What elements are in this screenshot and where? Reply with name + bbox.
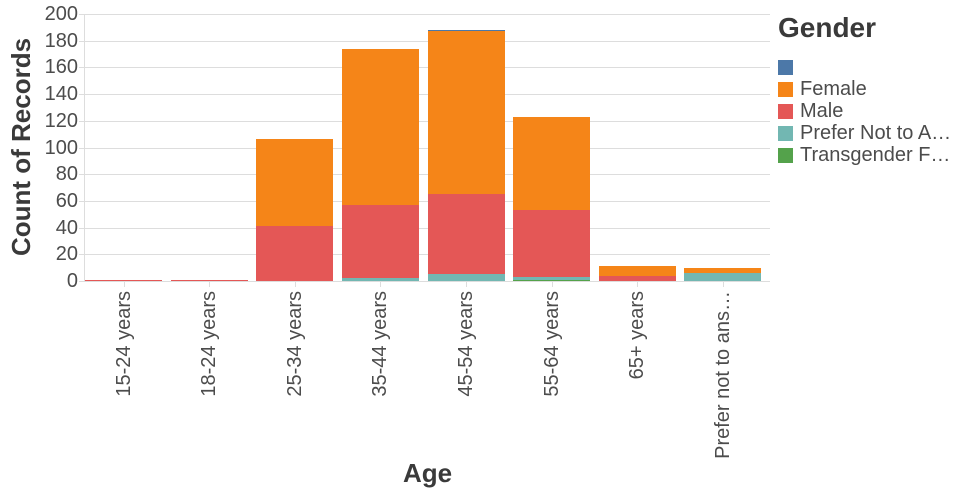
x-axis-tick xyxy=(551,281,553,287)
y-axis-tick xyxy=(79,200,85,202)
y-axis-tick xyxy=(79,67,85,69)
legend-swatch xyxy=(778,147,793,163)
y-axis-tick-label: 120 xyxy=(44,109,78,132)
x-axis-tick-label: 65+ years xyxy=(626,291,649,380)
x-axis-tick-label: Prefer not to ans… xyxy=(711,291,734,459)
x-axis-tick-label: 15-24 years xyxy=(112,291,135,397)
y-axis-tick-label: 180 xyxy=(44,29,78,52)
x-axis-tick xyxy=(637,281,639,287)
bar-segment xyxy=(341,204,419,279)
y-axis-tick-label: 100 xyxy=(44,136,78,159)
y-axis-tick xyxy=(79,120,85,122)
legend-title: Gender xyxy=(778,12,877,43)
legend-label: Prefer Not to A… xyxy=(800,121,952,144)
bar-segment xyxy=(170,279,248,281)
x-axis-tick-label: 45-54 years xyxy=(455,291,477,397)
legend-item: Transgender F… xyxy=(778,144,958,166)
y-axis-tick xyxy=(79,227,85,229)
bar-segment xyxy=(513,276,591,280)
x-axis-tick-label: 18-24 years xyxy=(198,291,221,397)
x-axis-tick xyxy=(466,281,467,287)
gridline xyxy=(85,14,770,15)
x-axis-tick xyxy=(294,281,296,287)
legend-swatch xyxy=(778,81,793,97)
bar-segment xyxy=(684,267,762,273)
bar-segment xyxy=(341,48,419,205)
bar-segment xyxy=(513,279,591,281)
y-axis-tick-label: 20 xyxy=(55,243,78,266)
bar-segment xyxy=(598,266,676,276)
bar-segment xyxy=(427,31,505,195)
x-axis-tick-label: 25-34 years xyxy=(283,291,306,397)
bar-segment xyxy=(256,139,334,227)
legend-label: Female xyxy=(800,77,867,100)
x-axis-title: Age xyxy=(402,458,453,488)
legend-item: Prefer Not to A… xyxy=(778,122,958,144)
y-axis-tick xyxy=(79,254,85,256)
bar-segment xyxy=(256,226,334,281)
bar-segment xyxy=(427,30,505,32)
x-axis-tick xyxy=(209,281,211,287)
y-axis-tick xyxy=(79,94,85,96)
legend-items: Female Male Prefer Not to A… Transgender F… xyxy=(778,56,958,166)
bar-segment xyxy=(427,274,505,281)
bar-segment xyxy=(427,194,505,275)
legend-item: Female xyxy=(778,78,958,100)
x-axis-tick-label: 55-64 years xyxy=(540,291,563,397)
y-axis-tick xyxy=(79,147,85,149)
legend-swatch xyxy=(778,125,793,141)
legend-item xyxy=(778,56,958,78)
legend-item: Male xyxy=(778,100,958,122)
y-axis-line xyxy=(84,14,85,281)
bar-segment xyxy=(513,116,591,211)
y-axis-tick xyxy=(79,174,85,176)
x-axis-line xyxy=(84,281,770,282)
x-axis-tick xyxy=(123,281,125,287)
y-axis-tick-label: 200 xyxy=(44,3,78,25)
y-axis-tick-label: 160 xyxy=(44,56,78,79)
y-axis-tick-label: 60 xyxy=(55,189,78,212)
bar-segment xyxy=(684,272,762,281)
x-axis-tick xyxy=(380,281,382,287)
legend: Gender Female Male Prefer Not to A… Transge… xyxy=(778,12,958,166)
bar-segment xyxy=(341,278,419,281)
y-axis-tick-label: 0 xyxy=(66,270,78,292)
legend-swatch xyxy=(778,103,793,119)
legend-label: Transgender F… xyxy=(800,143,951,166)
bar-segment xyxy=(513,210,591,277)
y-axis-tick xyxy=(79,281,85,282)
y-axis-tick xyxy=(79,14,85,15)
legend-label: Male xyxy=(800,99,844,122)
x-axis-tick xyxy=(722,281,724,287)
y-axis-tick-label: 140 xyxy=(44,83,78,106)
y-axis-tick-label: 40 xyxy=(55,216,78,239)
bar-segment xyxy=(598,275,676,281)
y-axis-tick xyxy=(79,40,85,42)
bar-segment xyxy=(85,279,162,281)
y-axis-tick-label: 80 xyxy=(55,163,78,186)
x-axis-tick-label: 35-44 years xyxy=(369,291,392,397)
legend-swatch xyxy=(778,59,793,75)
